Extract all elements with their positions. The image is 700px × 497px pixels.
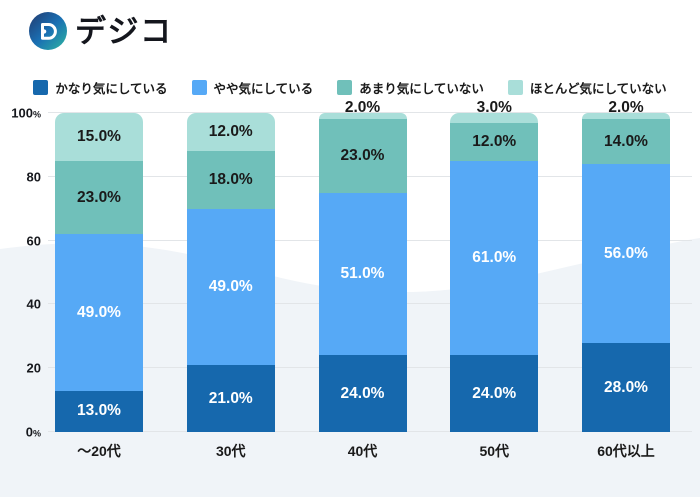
bar-segment: 61.0% xyxy=(450,160,539,356)
bar-group-～20代: 15.0% 23.0% 49.0% 13.0% ～20代 xyxy=(55,113,143,459)
bar-segment: 23.0% xyxy=(318,119,407,193)
category-label: ～20代 xyxy=(77,443,121,459)
y-tick-suffix: % xyxy=(32,428,41,439)
bar-segment-label: 18.0% xyxy=(208,171,253,189)
category-label: 30代 xyxy=(215,443,246,459)
bar-segment-label: 24.0% xyxy=(472,384,517,402)
bar-group-30代: 12.0% 18.0% 49.0% 21.0% 30代 xyxy=(186,113,275,459)
legend-item: ほとんど気にしていない xyxy=(507,78,667,97)
digico-logo-text: デジコ xyxy=(75,13,173,49)
bar-segment-label: 12.0% xyxy=(472,132,517,150)
gridline xyxy=(48,112,692,113)
bar-segment: 49.0% xyxy=(186,208,275,365)
bar-segment-label: 49.0% xyxy=(208,278,253,296)
category-label: 40代 xyxy=(347,443,378,459)
bar-segment: 24.0% xyxy=(450,355,539,432)
legend-label: かなり気にしている xyxy=(55,82,168,96)
bar-segment-label: 23.0% xyxy=(340,147,385,165)
bar-segment-label-above: 2.0% xyxy=(608,98,644,116)
bar-stack: 12.0% 18.0% 49.0% 21.0% xyxy=(186,113,275,432)
bar-segment-label: 13.0% xyxy=(77,402,121,420)
y-tick-label: 0% xyxy=(25,424,41,440)
digico-d-icon xyxy=(29,12,67,50)
bar-segment-label: 21.0% xyxy=(208,389,253,407)
bar-segment: 12.0% xyxy=(450,122,539,161)
bar-segment: 12.0% xyxy=(186,113,275,152)
bar-segment-label: 28.0% xyxy=(604,378,648,396)
bar-segment: 49.0% xyxy=(55,234,143,391)
category-label: 60代以上 xyxy=(597,443,655,459)
legend-swatch xyxy=(191,80,207,95)
bar-segment xyxy=(318,113,407,120)
bar-segment-label: 61.0% xyxy=(472,249,517,267)
bar-segment-label: 12.0% xyxy=(208,123,253,141)
bar-segment-label: 15.0% xyxy=(77,128,121,146)
legend-item: やや気にしている xyxy=(191,78,314,97)
bar-segment-label-above: 2.0% xyxy=(344,98,381,116)
legend-item: あまり気にしていない xyxy=(337,78,484,97)
bar-segment xyxy=(582,113,670,120)
bar-segment: 14.0% xyxy=(582,119,670,165)
digico-logo: デジコ xyxy=(29,12,173,50)
bar-segment-label: 23.0% xyxy=(77,188,121,206)
bar-segment-label: 24.0% xyxy=(340,384,385,402)
bar-segment: 28.0% xyxy=(582,342,670,432)
bar-group-50代: 3.0% 12.0% 61.0% 24.0% 50代 xyxy=(450,99,539,459)
y-tick-label: 60 xyxy=(26,233,41,249)
category-label: 50代 xyxy=(479,443,510,459)
legend-item: かなり気にしている xyxy=(33,78,168,97)
legend-swatch xyxy=(337,80,353,95)
y-tick-label: 100% xyxy=(11,105,41,121)
bar-segment-label: 51.0% xyxy=(340,265,385,283)
bar-segment: 13.0% xyxy=(55,390,143,432)
bar-segment-label: 49.0% xyxy=(77,303,121,321)
chart-legend: かなり気にしている やや気にしている あまり気にしていない ほとんど気にしていない xyxy=(0,78,700,97)
bar-stack: 15.0% 23.0% 49.0% 13.0% xyxy=(55,113,143,432)
bar-segment: 18.0% xyxy=(186,151,275,209)
bar-segment: 15.0% xyxy=(55,113,143,161)
legend-label: あまり気にしていない xyxy=(359,82,484,96)
legend-label: やや気にしている xyxy=(213,82,314,96)
legend-swatch xyxy=(33,80,49,95)
y-tick-suffix: % xyxy=(32,109,41,120)
bar-segment: 51.0% xyxy=(318,192,407,356)
bar-segment-label: 56.0% xyxy=(604,244,648,262)
bar-group-40代: 2.0% 23.0% 51.0% 24.0% 40代 xyxy=(318,99,407,459)
bar-segment: 21.0% xyxy=(186,364,275,432)
bar-segment: 24.0% xyxy=(318,355,407,432)
bar-group-60代以上: 2.0% 14.0% 56.0% 28.0% 60代以上 xyxy=(582,99,670,459)
bar-segment: 56.0% xyxy=(582,164,670,343)
bar-stack: 14.0% 56.0% 28.0% xyxy=(582,113,670,432)
bar-stack: 12.0% 61.0% 24.0% xyxy=(450,113,539,432)
bar-stack: 23.0% 51.0% 24.0% xyxy=(318,113,407,432)
legend-label: ほとんど気にしていない xyxy=(529,82,667,96)
bar-segment xyxy=(450,113,539,123)
bar-segment-label: 14.0% xyxy=(604,132,648,150)
stacked-bar-chart: 0% 20 40 60 80 100% 15.0% 23.0% 49.0% 13.0% ～20代 12… xyxy=(11,99,692,459)
y-tick-label: 20 xyxy=(26,360,41,376)
bar-segment-label-above: 3.0% xyxy=(476,98,512,116)
legend-swatch xyxy=(507,80,523,95)
bar-segment: 23.0% xyxy=(55,160,143,235)
y-tick-label: 40 xyxy=(26,296,41,312)
y-tick-label: 80 xyxy=(26,169,41,185)
